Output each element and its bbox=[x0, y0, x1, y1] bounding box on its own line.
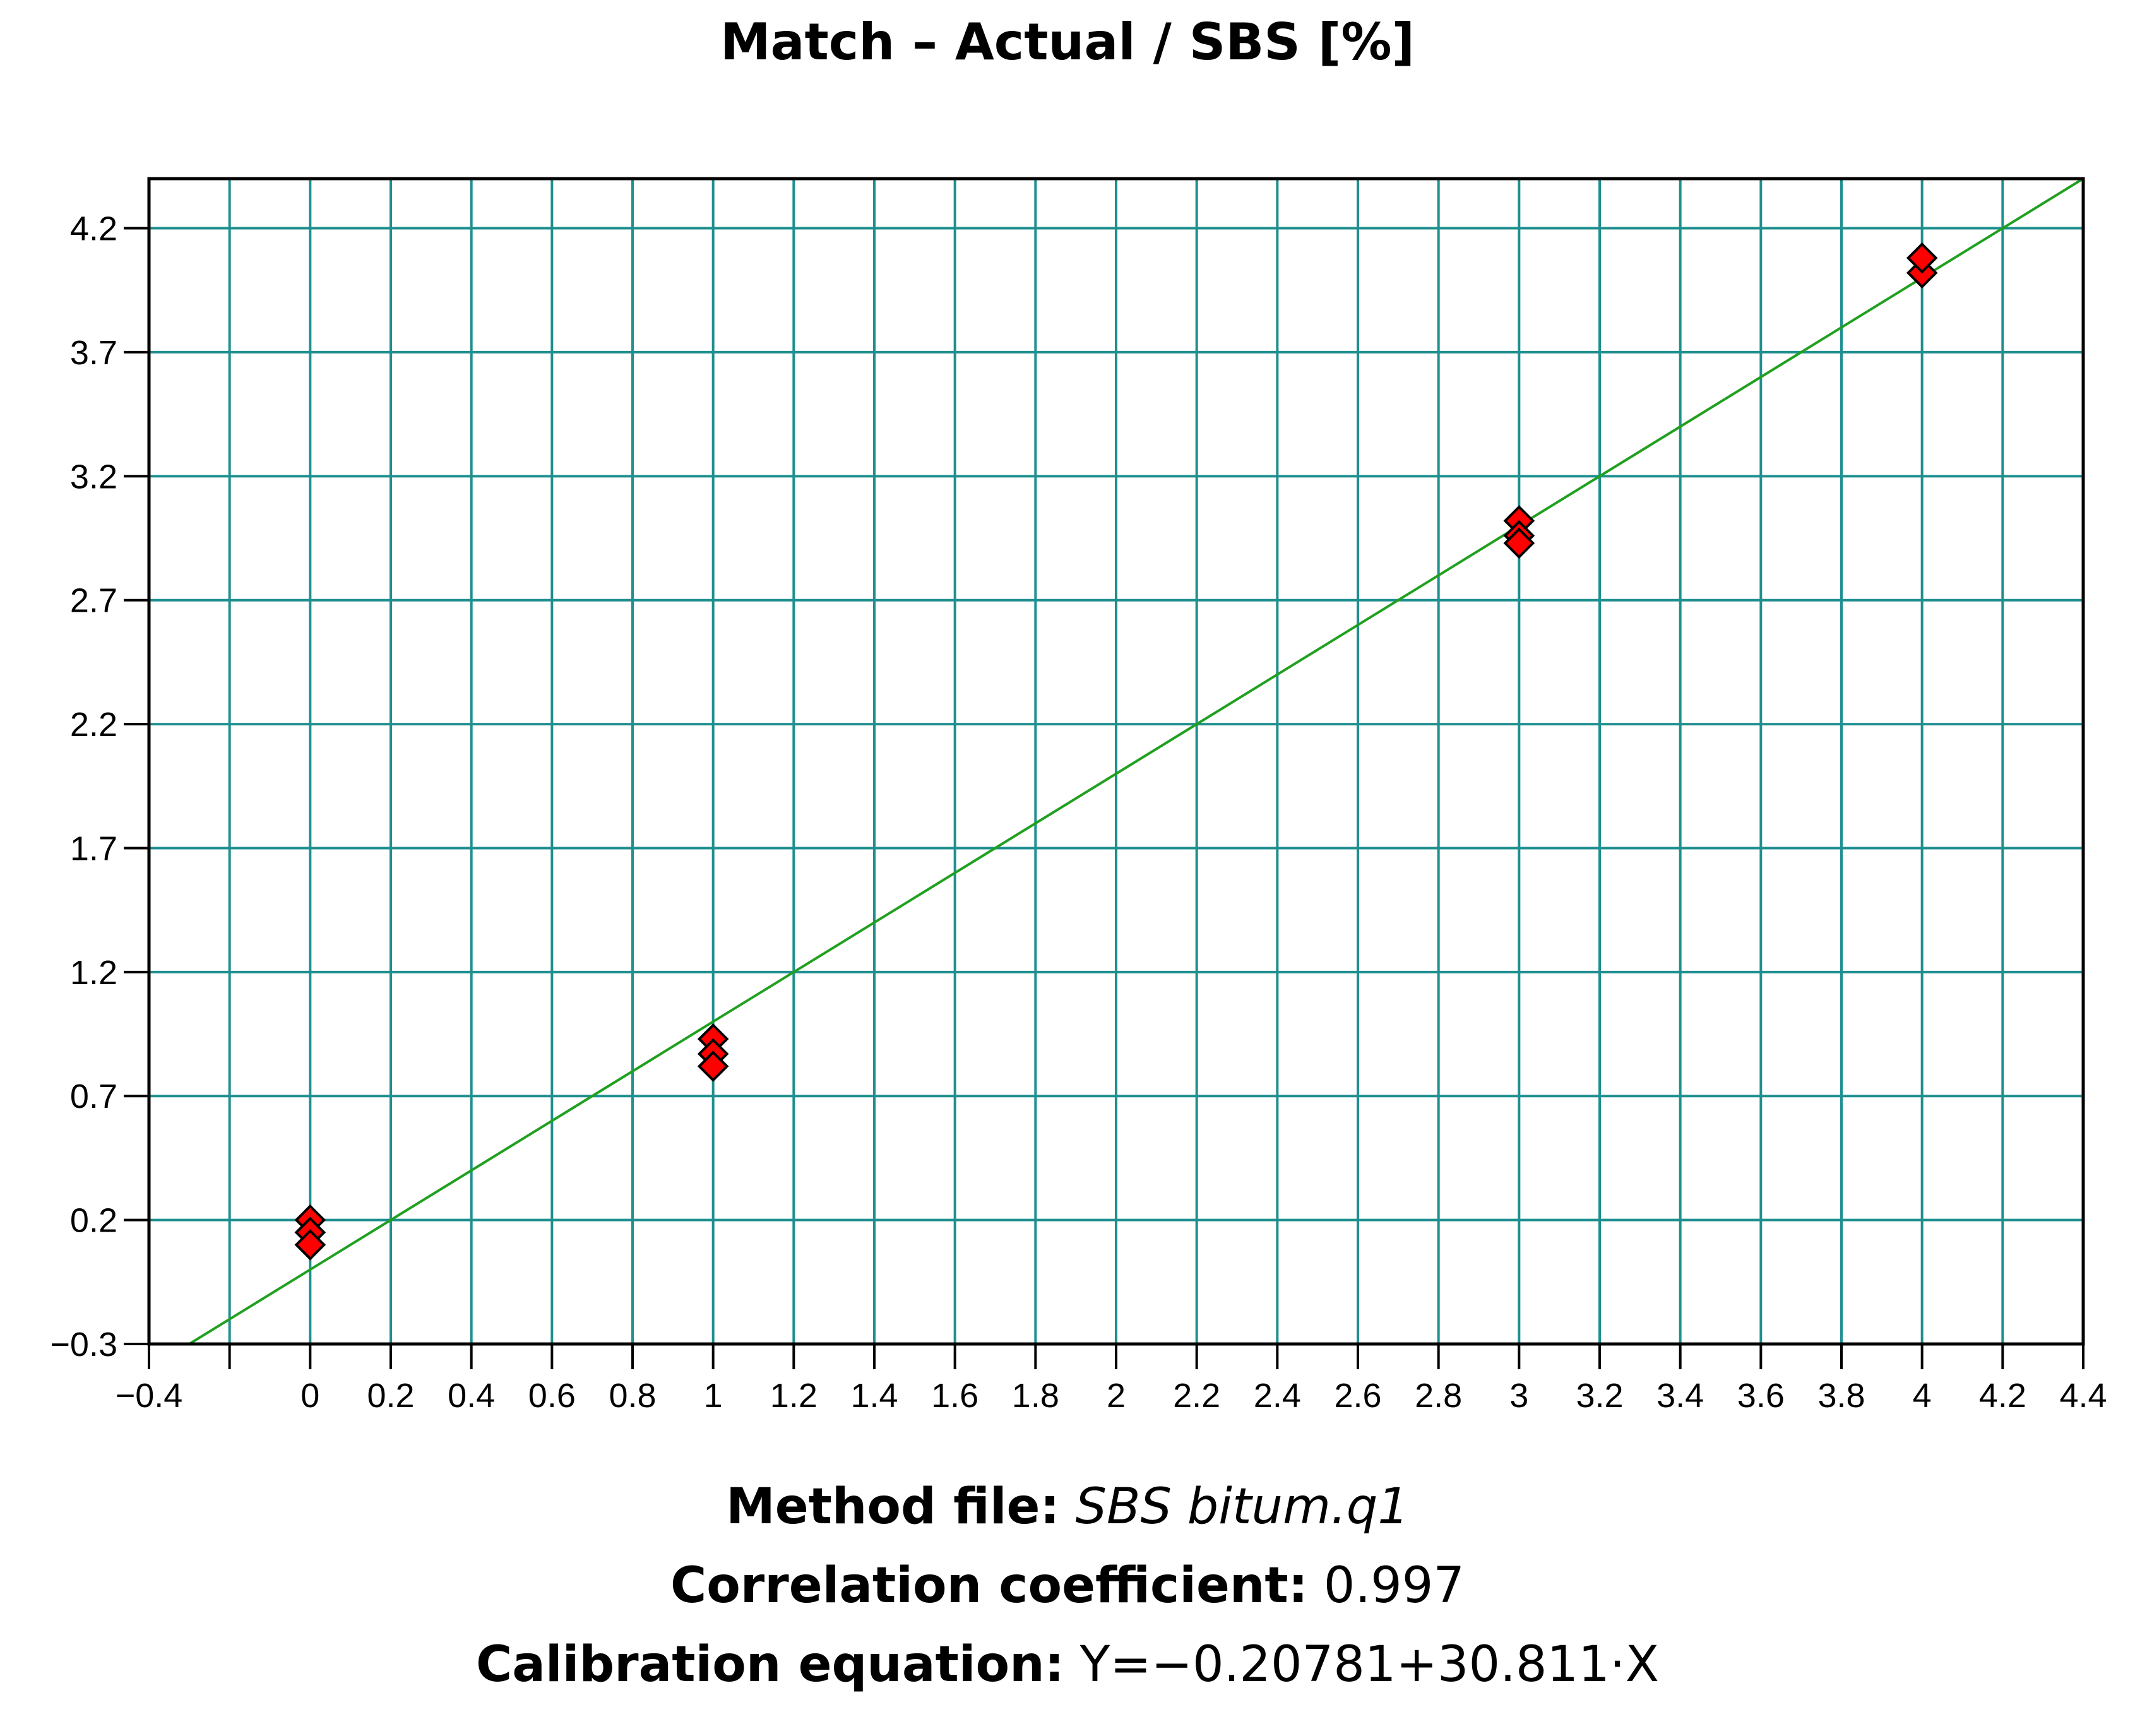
correlation-label: Correlation coefficient: bbox=[670, 1557, 1308, 1614]
x-tick-label: 3.4 bbox=[1656, 1377, 1704, 1415]
y-tick-label: 4.2 bbox=[70, 210, 117, 248]
x-tick-label: 1.2 bbox=[770, 1377, 818, 1415]
x-tick-label: 3.2 bbox=[1576, 1377, 1623, 1415]
grid-lines bbox=[149, 179, 2083, 1345]
fit-line-layer bbox=[188, 177, 2084, 1345]
x-tick-label: 1 bbox=[704, 1377, 723, 1415]
method-file-value: SBS bitum.q1 bbox=[1075, 1478, 1409, 1535]
y-tick-label: 0.2 bbox=[70, 1202, 117, 1240]
x-tick-label: 4 bbox=[1913, 1377, 1932, 1415]
x-tick-label: 0.6 bbox=[528, 1377, 576, 1415]
x-tick-label: 4.4 bbox=[2059, 1377, 2107, 1415]
x-tick-label: 0.4 bbox=[448, 1377, 495, 1415]
x-tick-label: 0 bbox=[300, 1377, 319, 1415]
x-tick-label: 3.8 bbox=[1817, 1377, 1865, 1415]
x-tick-label: −0.4 bbox=[116, 1377, 183, 1415]
data-points bbox=[294, 242, 1938, 1261]
x-tick-label: 2 bbox=[1107, 1377, 1126, 1415]
x-tick-label: 1.8 bbox=[1012, 1377, 1059, 1415]
calibration-label: Calibration equation: bbox=[475, 1636, 1064, 1693]
y-tick-label: 0.7 bbox=[70, 1078, 117, 1115]
y-tick-label: 3.2 bbox=[70, 458, 117, 496]
x-tick-label: 0.8 bbox=[609, 1377, 656, 1415]
y-tick-label: 2.2 bbox=[70, 706, 117, 744]
y-tick-label: 3.7 bbox=[70, 334, 117, 372]
data-point bbox=[1503, 527, 1535, 559]
method-file-label: Method file: bbox=[726, 1478, 1060, 1535]
x-tick-label: 0.2 bbox=[367, 1377, 414, 1415]
x-tick-label: 3 bbox=[1509, 1377, 1528, 1415]
calibration-fit-line bbox=[188, 177, 2084, 1345]
y-tick-label: 1.2 bbox=[70, 954, 117, 992]
data-point bbox=[1906, 242, 1938, 274]
data-point bbox=[294, 1229, 326, 1261]
x-tick-label: 1.4 bbox=[850, 1377, 898, 1415]
x-tick-label: 1.6 bbox=[931, 1377, 978, 1415]
x-tick-label: 2.8 bbox=[1415, 1377, 1462, 1415]
x-tick-label: 3.6 bbox=[1737, 1377, 1785, 1415]
correlation-line: Correlation coefficient: 0.997 bbox=[0, 1547, 2135, 1626]
method-file-line: Method file: SBS bitum.q1 bbox=[0, 1468, 2135, 1547]
calibration-line: Calibration equation: Y=−0.20781+30.811·… bbox=[0, 1626, 2135, 1704]
chart-title: Match – Actual / SBS [%] bbox=[720, 13, 1415, 71]
y-tick-label: −0.3 bbox=[50, 1326, 117, 1364]
x-tick-label: 2.2 bbox=[1173, 1377, 1220, 1415]
x-tick-label: 4.2 bbox=[1979, 1377, 2026, 1415]
calibration-value: Y=−0.20781+30.811·X bbox=[1079, 1636, 1660, 1693]
chart-captions: Method file: SBS bitum.q1 Correlation co… bbox=[0, 1468, 2135, 1704]
correlation-value: 0.997 bbox=[1323, 1557, 1465, 1614]
y-tick-label: 1.7 bbox=[70, 829, 117, 867]
x-tick-label: 2.4 bbox=[1254, 1377, 1301, 1415]
tick-labels: −0.4 0 0.2 0.4 0.6 0.8 1 1.2 1.4 1.6 1.8 2 2.2 2.4 2.6… bbox=[50, 210, 2107, 1415]
data-point bbox=[697, 1050, 729, 1082]
x-tick-label: 2.6 bbox=[1334, 1377, 1381, 1415]
axes bbox=[124, 177, 2085, 1369]
y-tick-label: 2.7 bbox=[70, 582, 117, 620]
